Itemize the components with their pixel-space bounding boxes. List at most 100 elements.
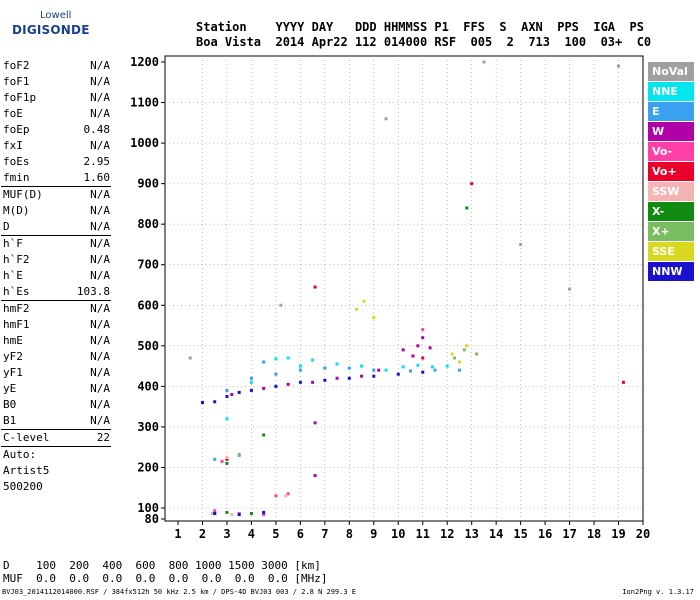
data-point-nnw (372, 374, 376, 378)
data-point-nnw (274, 384, 278, 388)
x-tick-label: 10 (391, 527, 405, 541)
param-row: foF2 N/A (0, 58, 112, 74)
legend-item-vo: Vo- (648, 142, 694, 161)
data-point-nnw (262, 510, 266, 514)
data-point-e (249, 376, 253, 380)
data-point-vo (262, 513, 266, 517)
param-value: N/A (90, 398, 110, 411)
data-point-noval (384, 117, 388, 121)
data-point-nne (416, 363, 420, 367)
param-row: foF1 N/A (0, 74, 112, 90)
data-point-nnw (421, 370, 425, 374)
x-tick-label: 14 (489, 527, 503, 541)
data-point-x (225, 461, 229, 465)
param-name: yE (3, 382, 17, 395)
data-point-noval (188, 356, 192, 360)
data-point-w (416, 344, 420, 348)
param-row: D N/A (0, 219, 112, 235)
param-name: hmF1 (3, 318, 30, 331)
param-row: h`F2 N/A (0, 252, 112, 268)
param-row: 500200 (0, 479, 112, 495)
data-point-ssw (210, 512, 214, 515)
data-point-sse (450, 352, 454, 356)
legend-item-nne: NNE (648, 82, 694, 101)
data-point-ssw (230, 513, 234, 517)
data-point-w (313, 474, 317, 478)
data-point-nnw (225, 395, 229, 398)
x-tick-label: 17 (562, 527, 576, 541)
version-label: Ion2Png v. 1.3.17 (622, 588, 694, 596)
data-point-nnw (249, 388, 253, 392)
param-name: foEs (3, 155, 30, 168)
param-name: yF1 (3, 366, 23, 379)
data-point-vo (213, 509, 217, 513)
data-point-ssw (225, 455, 229, 459)
x-tick-label: 18 (587, 527, 601, 541)
param-name: foE (3, 107, 23, 120)
x-tick-label: 13 (464, 527, 478, 541)
x-tick-label: 12 (440, 527, 454, 541)
data-point-nne (335, 362, 339, 366)
param-row: h`Es 103.8 (0, 284, 112, 300)
data-point-noval (482, 60, 486, 64)
param-value: N/A (90, 269, 110, 282)
data-point-w (311, 380, 315, 384)
data-point-x (453, 356, 457, 360)
data-point-nnw (213, 400, 217, 404)
data-point-x (475, 352, 479, 356)
data-point-w (411, 354, 415, 358)
param-name: M(D) (3, 204, 30, 217)
param-value: N/A (90, 107, 110, 120)
data-point-nnw (200, 401, 204, 405)
param-name: hmE (3, 334, 23, 347)
param-value: N/A (90, 414, 110, 427)
data-point-w (335, 376, 339, 380)
data-point-nnw (298, 380, 302, 384)
data-point-sse (362, 299, 366, 303)
data-point-e (433, 368, 437, 372)
param-separator (1, 235, 111, 236)
data-point-w (313, 421, 317, 425)
data-point-e (274, 372, 278, 376)
legend-item-w: W (648, 122, 694, 141)
param-value: 0.48 (83, 123, 111, 136)
data-point-vo (225, 457, 229, 461)
legend-item-ssw: SSW (648, 182, 694, 201)
data-point-nne (401, 365, 405, 369)
param-row: Artist5 (0, 463, 112, 479)
param-value: N/A (90, 237, 110, 250)
data-point-e (347, 366, 351, 370)
y-tick-label: 800 (137, 217, 159, 231)
param-name: yF2 (3, 350, 23, 363)
legend-item-x: X- (648, 202, 694, 221)
y-tick-label: 1100 (130, 96, 159, 110)
param-row: hmF2 N/A (0, 301, 112, 317)
legend-item-noval: NoVal (648, 62, 694, 81)
data-point-vo (286, 492, 290, 496)
data-point-nne (225, 417, 229, 421)
param-value: N/A (90, 302, 110, 315)
y-tick-label: 500 (137, 339, 159, 353)
data-point-e (323, 366, 327, 370)
param-name: foF1p (3, 91, 37, 104)
data-point-w (230, 392, 234, 396)
param-name: foF1 (3, 75, 30, 88)
data-point-vo (421, 328, 425, 332)
data-point-sse (457, 360, 461, 364)
param-value: N/A (90, 334, 110, 347)
param-row: foEp 0.48 (0, 122, 112, 138)
data-point-w (360, 374, 364, 378)
data-point-vo (274, 494, 278, 498)
data-point-x (462, 348, 466, 352)
data-point-sse (465, 344, 469, 348)
x-tick-label: 16 (538, 527, 552, 541)
x-tick-label: 8 (346, 527, 353, 541)
data-point-nne (249, 380, 253, 384)
param-row: yF1 N/A (0, 365, 112, 381)
param-value: N/A (90, 75, 110, 88)
param-separator (1, 186, 111, 187)
param-value: N/A (90, 139, 110, 152)
param-separator (1, 429, 111, 430)
data-point-e (213, 457, 217, 461)
